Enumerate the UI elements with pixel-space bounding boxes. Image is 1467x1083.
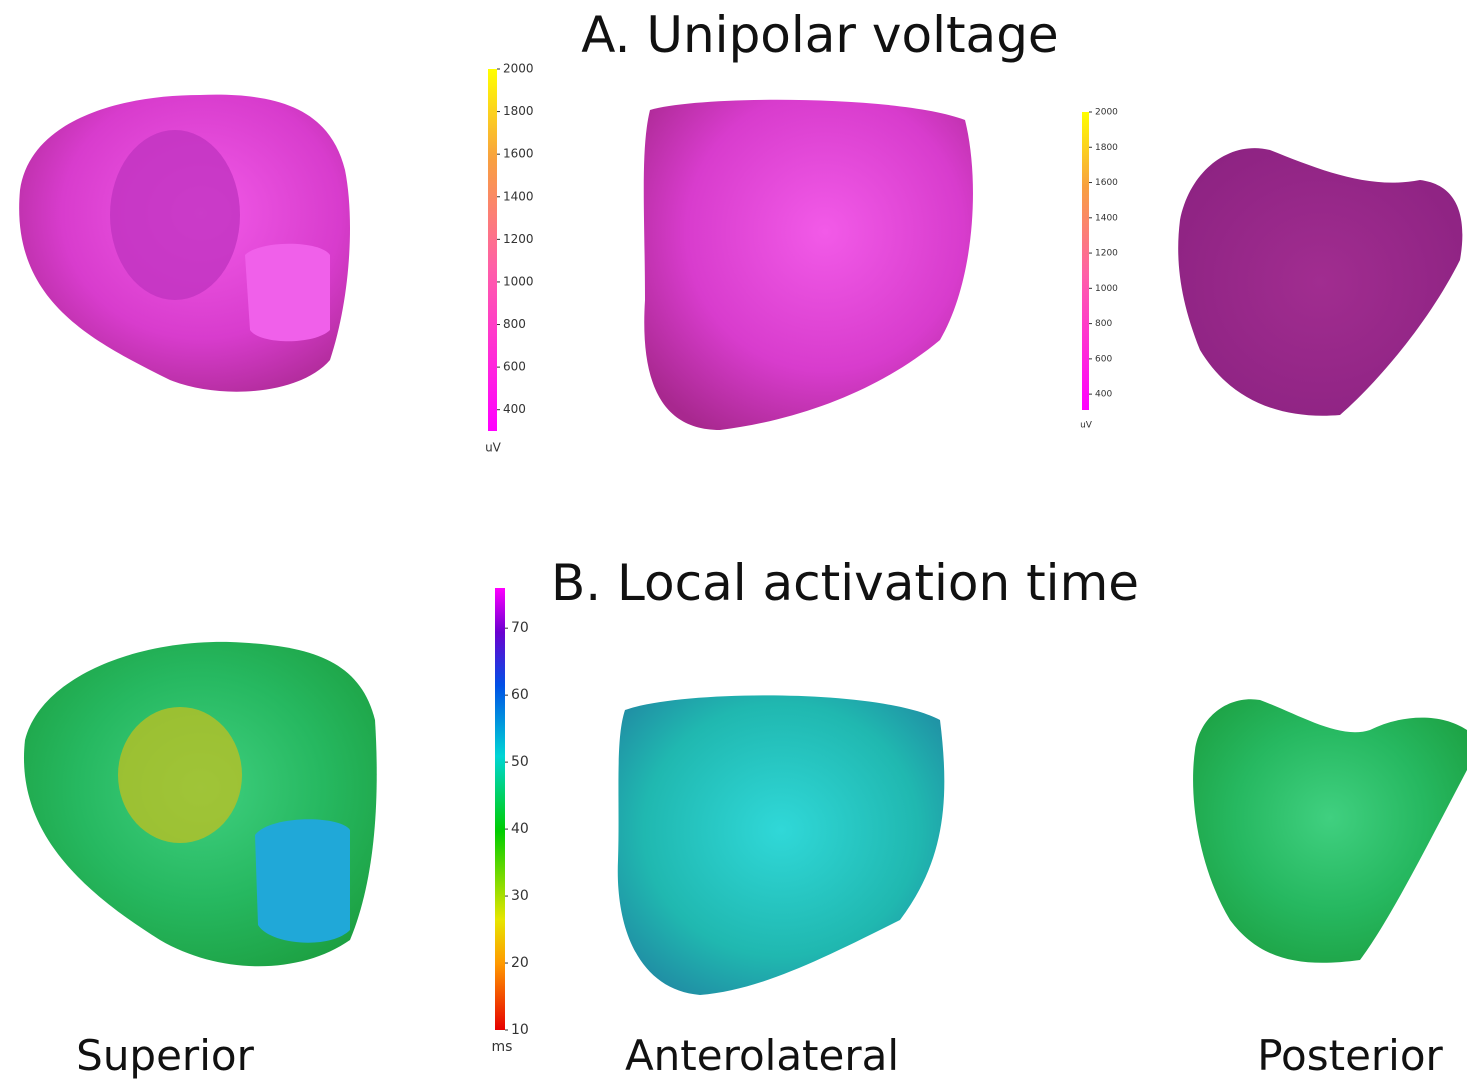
colorbar xyxy=(495,588,505,1030)
colorbar-tick-label: 800 xyxy=(503,317,526,331)
colorbar-tick-label: 600 xyxy=(1095,354,1112,364)
colorbar-tick-label: 1200 xyxy=(1095,249,1118,259)
colorbar-tick-label: 1600 xyxy=(1095,178,1118,188)
view-label: Anterolateral xyxy=(625,1031,899,1080)
colorbar-tick-label: 10 xyxy=(511,1022,529,1038)
colorbar-tick-label: 1000 xyxy=(1095,284,1118,294)
colorbar-tick-label: 60 xyxy=(511,687,529,703)
colorbar-tick-label: 600 xyxy=(503,360,526,374)
colorbar-unit: uV xyxy=(1080,421,1093,431)
colorbar-tick-label: 70 xyxy=(511,620,529,636)
voltage-maps xyxy=(19,94,1463,430)
view-label: Superior xyxy=(76,1031,254,1080)
colorbar-tick-label: 30 xyxy=(511,888,529,904)
colorbar-tick-label: 50 xyxy=(511,754,529,770)
colorbar-tick-label: 400 xyxy=(1095,390,1112,400)
colorbar-tick-label: 1800 xyxy=(503,104,534,118)
colorbar-tick-label: 1200 xyxy=(503,232,534,246)
colorbar-unit: uV xyxy=(485,441,502,455)
colorbar-tick-label: 1600 xyxy=(503,147,534,161)
view-label: Posterior xyxy=(1257,1031,1443,1080)
panel-b-title: B. Local activation time xyxy=(551,554,1139,612)
colorbar-tick-label: 40 xyxy=(511,821,529,837)
colorbar-tick-label: 20 xyxy=(511,955,529,971)
colorbar xyxy=(1082,112,1089,410)
colorbar-tick-label: 1400 xyxy=(503,189,534,203)
colorbar-unit: ms xyxy=(492,1039,513,1055)
panel-a-title: A. Unipolar voltage xyxy=(581,6,1058,64)
colorbar xyxy=(488,69,497,431)
colorbar-tick-label: 1400 xyxy=(1095,213,1118,223)
colorbar-tick-label: 1000 xyxy=(503,274,534,288)
colorbar-tick-label: 400 xyxy=(503,402,526,416)
colorbar-tick-label: 1800 xyxy=(1095,143,1118,153)
colorbar-tick-label: 800 xyxy=(1095,319,1112,329)
activation-maps xyxy=(23,641,1467,995)
colorbar-tick-label: 2000 xyxy=(503,62,534,76)
colorbar-tick-label: 2000 xyxy=(1095,108,1118,118)
